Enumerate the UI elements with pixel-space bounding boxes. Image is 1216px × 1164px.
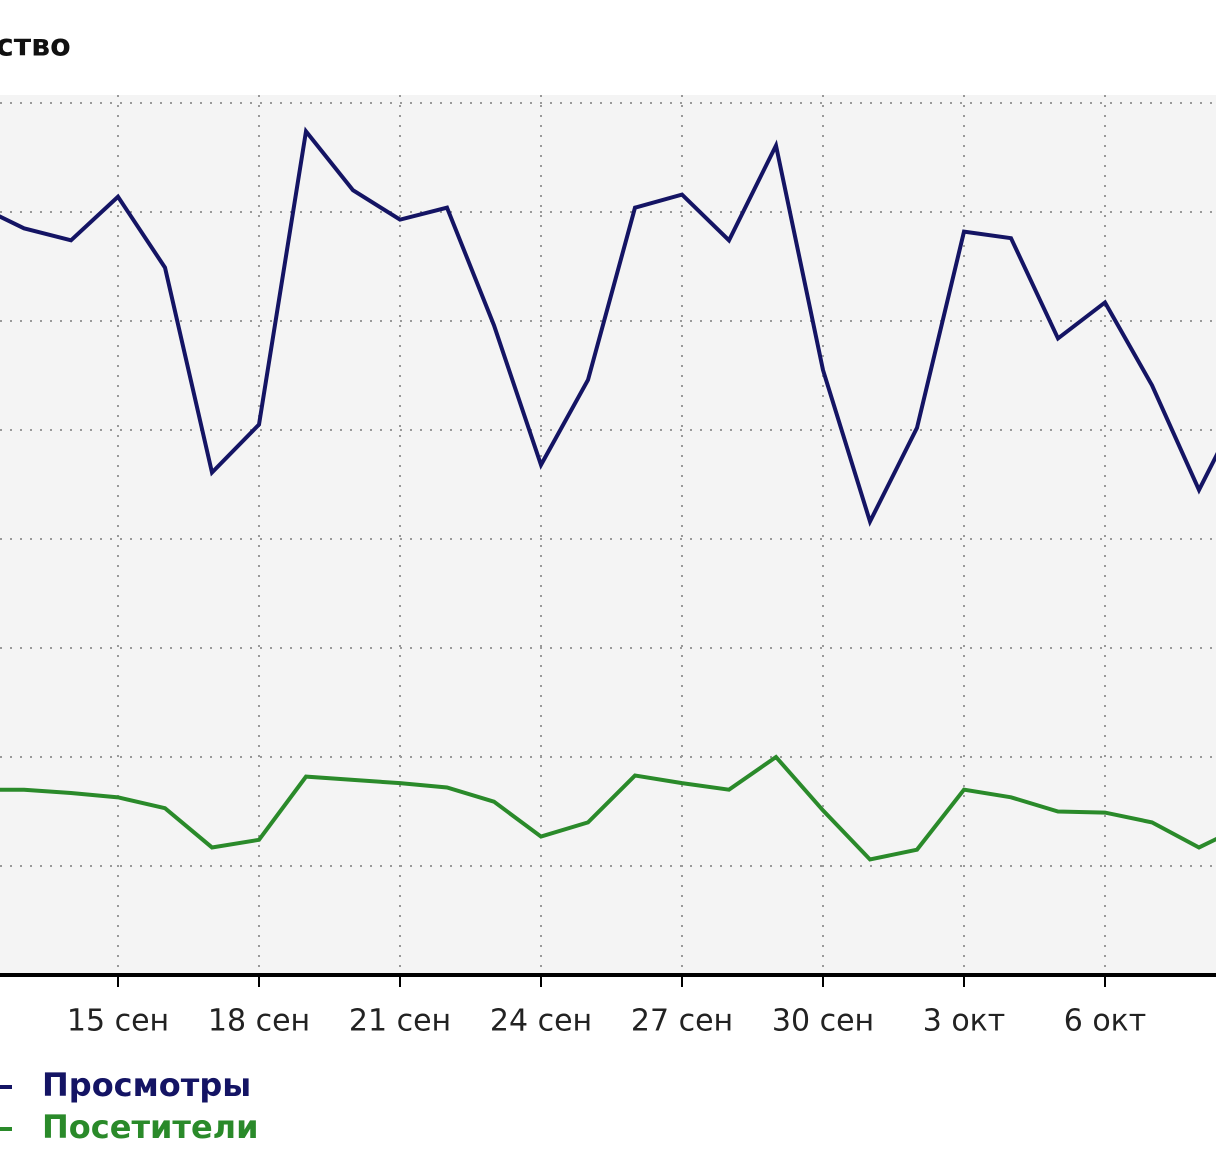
x-tick-label: 18 сен <box>208 1004 310 1039</box>
legend-label: Просмотры <box>42 1066 251 1104</box>
x-tick-label: 30 сен <box>772 1004 874 1039</box>
plot-area <box>0 95 1216 975</box>
x-tick-label: 27 сен <box>631 1004 733 1039</box>
series-line <box>0 754 1216 862</box>
series-line <box>0 126 1216 527</box>
x-tick-label: 21 сен <box>349 1004 451 1039</box>
x-tick-label: 24 сен <box>490 1004 592 1039</box>
plot-lines <box>0 126 1216 862</box>
chart-title: ство <box>0 29 71 64</box>
legend-label: Посетители <box>42 1108 259 1146</box>
x-tick-label: 3 окт <box>923 1004 1006 1039</box>
x-tick-label: 6 окт <box>1064 1004 1147 1039</box>
x-tick-label: 15 сен <box>67 1004 169 1039</box>
